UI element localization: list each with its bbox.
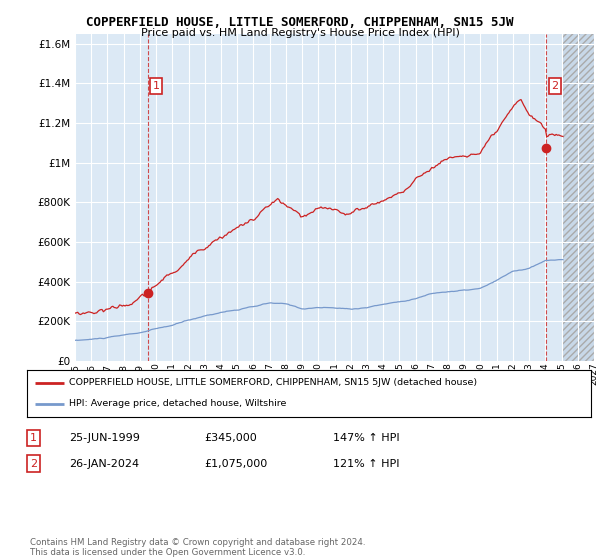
Text: Contains HM Land Registry data © Crown copyright and database right 2024.
This d: Contains HM Land Registry data © Crown c… bbox=[30, 538, 365, 557]
Text: COPPERFIELD HOUSE, LITTLE SOMERFORD, CHIPPENHAM, SN15 5JW (detached house): COPPERFIELD HOUSE, LITTLE SOMERFORD, CHI… bbox=[70, 379, 478, 388]
Text: 121% ↑ HPI: 121% ↑ HPI bbox=[333, 459, 400, 469]
Bar bbox=[562, 34, 594, 361]
Text: 2: 2 bbox=[30, 459, 37, 469]
Text: 2: 2 bbox=[551, 81, 559, 91]
Text: Price paid vs. HM Land Registry's House Price Index (HPI): Price paid vs. HM Land Registry's House … bbox=[140, 28, 460, 38]
Text: 26-JAN-2024: 26-JAN-2024 bbox=[69, 459, 139, 469]
Text: £345,000: £345,000 bbox=[204, 433, 257, 443]
Text: COPPERFIELD HOUSE, LITTLE SOMERFORD, CHIPPENHAM, SN15 5JW: COPPERFIELD HOUSE, LITTLE SOMERFORD, CHI… bbox=[86, 16, 514, 29]
Text: HPI: Average price, detached house, Wiltshire: HPI: Average price, detached house, Wilt… bbox=[70, 399, 287, 408]
Text: £1,075,000: £1,075,000 bbox=[204, 459, 267, 469]
Text: 147% ↑ HPI: 147% ↑ HPI bbox=[333, 433, 400, 443]
Text: 25-JUN-1999: 25-JUN-1999 bbox=[69, 433, 140, 443]
Text: 1: 1 bbox=[152, 81, 160, 91]
Text: 1: 1 bbox=[30, 433, 37, 443]
